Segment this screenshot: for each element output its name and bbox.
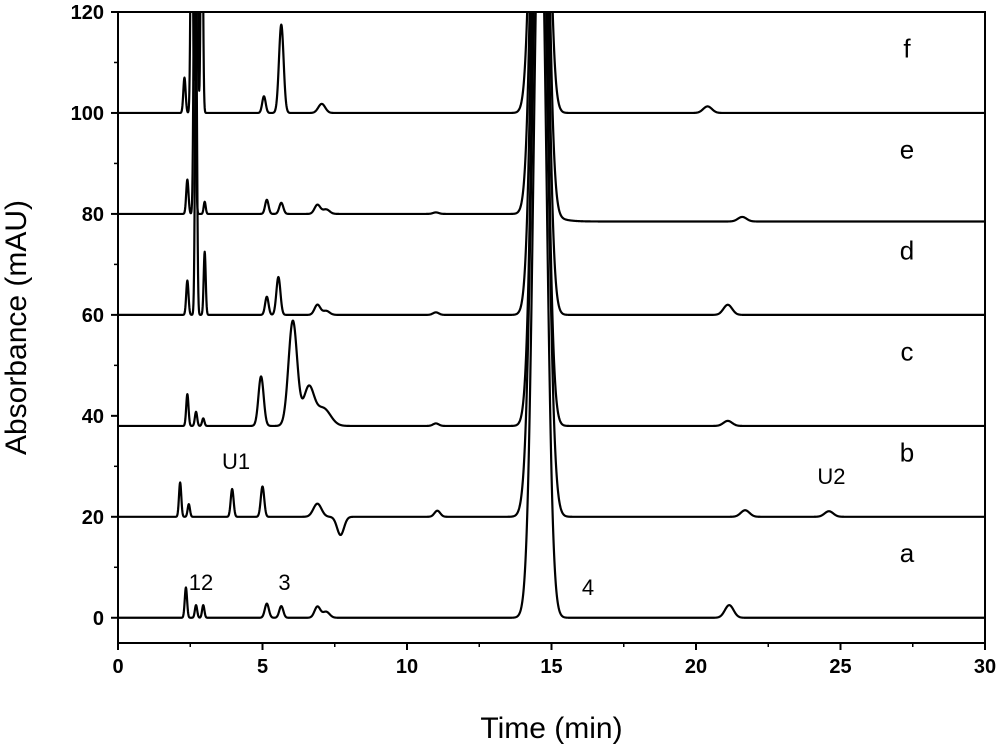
y-axis-title: Absorbance (mAU) <box>0 200 33 455</box>
trace-label-e: e <box>900 134 914 164</box>
y-tick-label: 120 <box>71 2 104 24</box>
x-axis: 0 5 10 15 20 25 30 <box>112 643 996 678</box>
trace-c <box>118 12 985 428</box>
x-tick-label: 30 <box>974 656 996 678</box>
x-tick-label: 10 <box>396 656 418 678</box>
trace-label-c: c <box>900 336 913 366</box>
peak-annotation: 4 <box>582 575 594 600</box>
peak-annotation: 12 <box>189 570 213 595</box>
trace-e <box>118 12 985 223</box>
x-axis-title: Time (min) <box>480 712 622 745</box>
x-tick-label: 5 <box>257 656 268 678</box>
y-tick-label: 100 <box>71 103 104 125</box>
y-axis: 0 20 40 60 80 100 120 <box>71 2 118 630</box>
x-tick-label: 20 <box>685 656 707 678</box>
y-tick-label: 80 <box>82 204 104 226</box>
peak-annotation: U2 <box>817 464 845 489</box>
trace-f <box>118 12 985 115</box>
x-tick-label: 0 <box>112 656 123 678</box>
trace-b <box>118 12 985 537</box>
trace-label-d: d <box>900 235 914 265</box>
trace-label-a: a <box>900 538 915 568</box>
y-tick-label: 40 <box>82 406 104 428</box>
peak-annotation: U1 <box>222 449 250 474</box>
x-tick-label: 25 <box>829 656 851 678</box>
annotation-group: a b c d e f 12 3 4 U1 U2 <box>189 33 915 600</box>
x-tick-label: 15 <box>540 656 562 678</box>
trace-d <box>118 12 985 316</box>
trace-label-f: f <box>903 33 911 63</box>
trace-group <box>118 12 985 619</box>
y-tick-label: 0 <box>93 608 104 630</box>
y-tick-label: 60 <box>82 305 104 327</box>
trace-a <box>118 12 985 619</box>
peak-annotation: 3 <box>278 570 290 595</box>
y-tick-label: 20 <box>82 507 104 529</box>
trace-label-b: b <box>900 437 914 467</box>
